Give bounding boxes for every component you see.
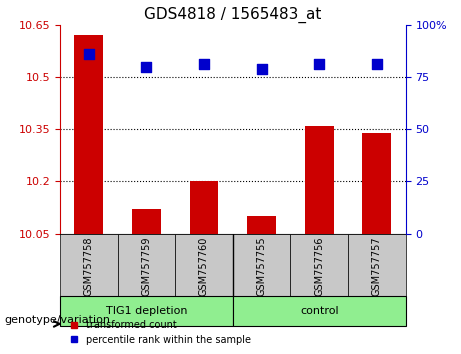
FancyBboxPatch shape (233, 234, 290, 296)
Text: GSM757759: GSM757759 (142, 237, 151, 296)
Text: GSM757755: GSM757755 (257, 237, 266, 297)
Text: GSM757758: GSM757758 (84, 237, 94, 296)
Point (315, 62, 323, 67)
Text: GSM757757: GSM757757 (372, 237, 382, 297)
Point (85, 51, 92, 57)
Point (258, 66, 266, 72)
Title: GDS4818 / 1565483_at: GDS4818 / 1565483_at (144, 7, 321, 23)
Bar (362, 133, 391, 234)
Point (142, 64, 150, 69)
Legend: transformed count, percentile rank within the sample: transformed count, percentile rank withi… (65, 316, 255, 349)
Text: control: control (300, 306, 338, 316)
Text: GSM757756: GSM757756 (314, 237, 324, 296)
FancyBboxPatch shape (60, 296, 233, 326)
Text: TIG1 depletion: TIG1 depletion (106, 306, 187, 316)
FancyBboxPatch shape (175, 234, 233, 296)
Point (200, 62, 207, 67)
FancyBboxPatch shape (233, 296, 406, 326)
FancyBboxPatch shape (290, 234, 348, 296)
Bar (189, 182, 219, 234)
Bar (132, 209, 161, 234)
Bar (74, 35, 103, 234)
Text: GSM757760: GSM757760 (199, 237, 209, 296)
FancyBboxPatch shape (348, 234, 406, 296)
FancyBboxPatch shape (60, 234, 118, 296)
FancyBboxPatch shape (118, 234, 175, 296)
Bar (247, 216, 276, 234)
Text: genotype/variation: genotype/variation (5, 315, 111, 325)
Point (373, 62, 381, 67)
Bar (305, 126, 334, 234)
